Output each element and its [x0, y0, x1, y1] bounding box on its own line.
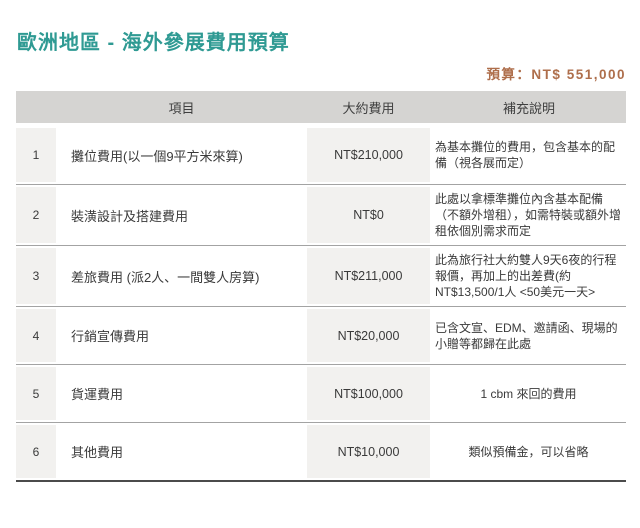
- item-name: 其他費用: [71, 445, 124, 460]
- item-cost: NT$100,000: [307, 365, 430, 422]
- item-name: 行銷宣傳費用: [71, 329, 150, 344]
- row-number: 1: [16, 126, 56, 184]
- header-cost: 大約費用: [342, 100, 395, 116]
- table-row: 5 貨運費用 NT$100,000 1 cbm 來回的費用: [16, 364, 626, 422]
- row-number: 5: [16, 365, 56, 422]
- table-row: 3 差旅費用 (派2人、一間雙人房算) NT$211,000 此為旅行社大約雙人…: [16, 245, 626, 306]
- table-header: 項目 大約費用 補充說明: [16, 91, 626, 123]
- item-name: 攤位費用(以一個9平方米來算): [71, 148, 243, 164]
- item-name: 差旅費用 (派2人、一間雙人房算): [71, 269, 260, 285]
- item-cost: NT$211,000: [307, 246, 430, 306]
- item-note: 已含文宣、EDM、邀請函、現場的小贈等都歸在此處: [435, 320, 618, 351]
- table-body: 1 攤位費用(以一個9平方米來算) NT$210,000 為基本攤位的費用，包含…: [16, 126, 626, 482]
- item-cost: NT$0: [307, 185, 430, 245]
- item-note: 1 cbm 來回的費用: [480, 386, 577, 401]
- item-cost: NT$20,000: [307, 307, 430, 364]
- item-note: 類似預備金，可以省略: [468, 444, 589, 459]
- expense-table: 項目 大約費用 補充說明 1 攤位費用(以一個9平方米來算) NT$210,00…: [16, 91, 626, 482]
- row-number: 4: [16, 307, 56, 364]
- header-note: 補充說明: [502, 100, 555, 116]
- row-number: 6: [16, 423, 56, 480]
- table-row: 6 其他費用 NT$10,000 類似預備金，可以省略: [16, 422, 626, 480]
- item-note: 此為旅行社大約雙人9天6夜的行程報價，再加上的出差費(約NT$13,500/1人…: [435, 253, 617, 299]
- item-name: 裝潢設計及搭建費用: [71, 208, 189, 224]
- item-cost: NT$210,000: [307, 126, 430, 184]
- item-name: 貨運費用: [71, 387, 124, 402]
- table-row: 2 裝潢設計及搭建費用 NT$0 此處以拿標準攤位內含基本配備（不額外增租），如…: [16, 184, 626, 245]
- item-cost: NT$10,000: [307, 423, 430, 480]
- table-row: 1 攤位費用(以一個9平方米來算) NT$210,000 為基本攤位的費用，包含…: [16, 126, 626, 184]
- header-item: 項目: [168, 100, 195, 116]
- table-row: 4 行銷宣傳費用 NT$20,000 已含文宣、EDM、邀請函、現場的小贈等都歸…: [16, 306, 626, 364]
- item-note: 此處以拿標準攤位內含基本配備（不額外增租），如需特裝或額外增租依個別需求而定: [435, 192, 622, 238]
- row-number: 3: [16, 246, 56, 306]
- budget-total: 預算：NT$ 551,000: [486, 67, 626, 82]
- row-number: 2: [16, 185, 56, 245]
- budget-page: 歐洲地區 - 海外參展費用預算 預算：NT$ 551,000 項目 大約費用 補…: [0, 26, 640, 528]
- item-note: 為基本攤位的費用，包含基本的配備（視各展而定）: [435, 140, 616, 170]
- page-title: 歐洲地區 - 海外參展費用預算: [17, 32, 290, 54]
